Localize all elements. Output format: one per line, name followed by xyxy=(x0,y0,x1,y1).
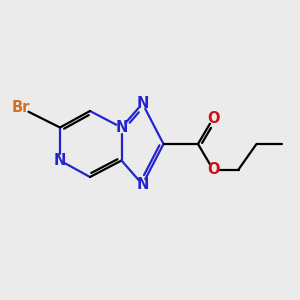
Text: O: O xyxy=(207,111,219,126)
Text: N: N xyxy=(136,177,149,192)
Text: Br: Br xyxy=(12,100,30,116)
Text: O: O xyxy=(207,162,219,177)
Text: N: N xyxy=(54,153,66,168)
Text: N: N xyxy=(115,120,128,135)
Text: N: N xyxy=(136,96,149,111)
